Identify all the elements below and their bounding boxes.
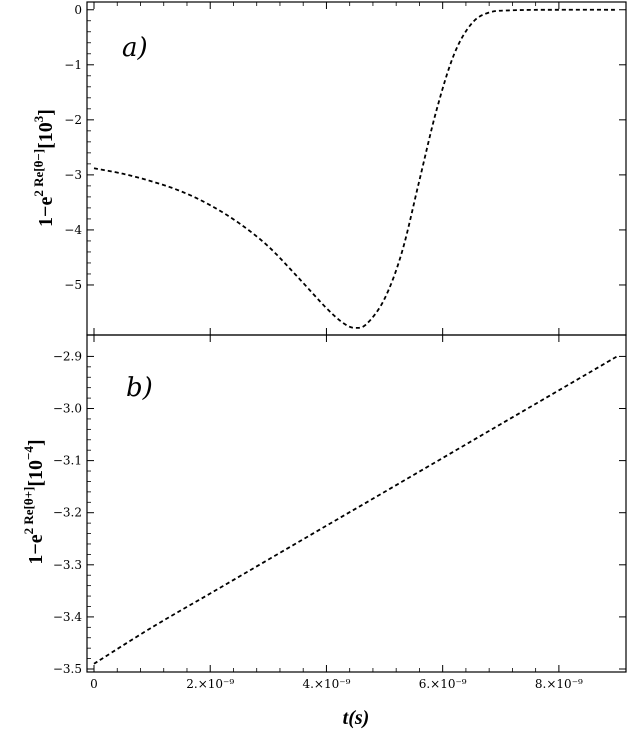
panel-b-label: b) (126, 373, 153, 403)
panel-a-frame (86, 1, 627, 336)
panel-a-top-ticks (93, 2, 560, 342)
panel-b-y-tick-label: −3.4 (53, 610, 83, 624)
panel-b-y-tick-label: −3.1 (53, 454, 82, 468)
panel-b-y-tick-label: −3.3 (53, 558, 82, 572)
panel-a-label: a) (122, 33, 148, 63)
panel-a-y-tick-label: −5 (64, 278, 82, 292)
panel-b: −2.9 −3.0 −3.1 −3.2 −3.3 −3.4 −3.5 0 2.×10⁻⁹ 4.×… (21, 334, 627, 729)
x-axis-label: t(s) (343, 707, 370, 729)
panel-a-y-tick-label: 0 (74, 3, 82, 17)
panel-b-frame (86, 334, 627, 673)
panel-a-y-axis-label: 1−e2 Re[θ−][103] (31, 109, 57, 227)
panel-b-y-tick-label: −3.2 (53, 506, 82, 520)
x-tick-label: 2.×10⁻⁹ (186, 677, 234, 691)
panel-b-x-ticks: 0 2.×10⁻⁹ 4.×10⁻⁹ 6.×10⁻⁹ 8.×10⁻⁹ (90, 665, 583, 691)
panel-a: 0 −1 −2 −3 −4 −5 a) 1−e2 Re[θ−][103] (31, 1, 627, 342)
panel-b-series-line (93, 355, 618, 665)
panel-a-y-tick-label: −3 (64, 168, 82, 182)
x-tick-label: 0 (90, 677, 98, 691)
panel-b-y-tick-label: −3.0 (53, 402, 82, 416)
panel-a-y-tick-label: −2 (64, 113, 82, 127)
x-tick-label: 8.×10⁻⁹ (535, 677, 583, 691)
panel-b-y-tick-label: −2.9 (53, 349, 82, 363)
panel-b-y-axis-label: 1−e2 Re[θ+][10−4] (21, 439, 47, 564)
panel-a-y-ticks: 0 −1 −2 −3 −4 −5 (64, 3, 626, 292)
x-tick-label: 6.×10⁻⁹ (419, 677, 467, 691)
panel-b-y-ticks: −2.9 −3.0 −3.1 −3.2 −3.3 −3.4 −3.5 (53, 349, 626, 676)
panel-a-series-line (93, 8, 618, 329)
panel-a-y-tick-label: −4 (64, 223, 82, 237)
panel-b-y-tick-label: −3.5 (53, 662, 82, 676)
panel-a-y-tick-label: −1 (64, 58, 82, 72)
x-tick-label: 4.×10⁻⁹ (302, 677, 350, 691)
